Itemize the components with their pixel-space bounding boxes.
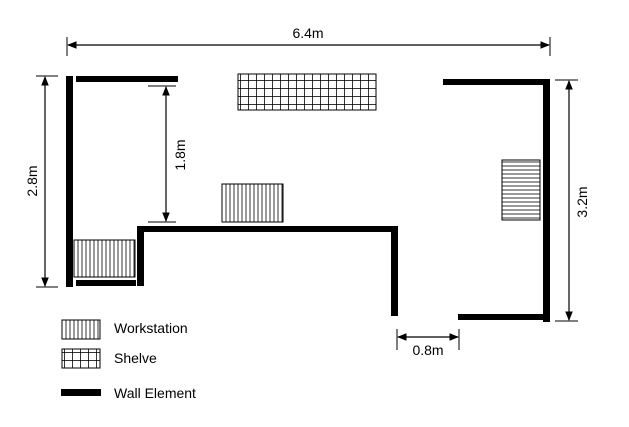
wall-right [543,79,550,322]
workstation-right [501,159,541,221]
dimension-right-height: 3.2m [555,79,590,322]
wall-inner-vertical [137,226,144,286]
workstation-center [221,183,284,223]
dim-label-gap-width: 0.8m [412,342,443,358]
furniture [73,73,541,278]
dimension-gap-width: 0.8m [396,329,460,358]
legend-wall-swatch [61,389,101,396]
wall-top-right [443,79,550,85]
legend-shelve-label: Shelve [114,350,157,366]
dimension-inner-height: 1.8m [148,85,188,223]
dimension-left-height: 2.8m [24,75,58,288]
legend-workstation-swatch [61,319,101,340]
workstation-bottom-left [73,239,136,278]
wall-bottom-left [76,280,136,286]
wall-inner-right-vertical [391,226,398,316]
dim-label-right-height: 3.2m [574,186,590,217]
wall-inner-horizontal [137,226,398,232]
shelve-top [237,73,377,111]
dimension-total-width: 6.4m [66,25,551,56]
dim-label-inner-height: 1.8m [172,139,188,170]
wall-top-left [76,76,178,82]
legend-wall-label: Wall Element [114,385,196,401]
dim-label-total-width: 6.4m [292,25,323,41]
dim-label-left-height: 2.8m [24,165,40,196]
wall-left [66,76,73,287]
legend: Workstation Shelve Wall Element [61,319,196,401]
legend-workstation-label: Workstation [114,320,188,336]
legend-shelve-swatch [61,348,101,369]
walls [66,76,550,322]
wall-bottom-right [458,314,550,320]
